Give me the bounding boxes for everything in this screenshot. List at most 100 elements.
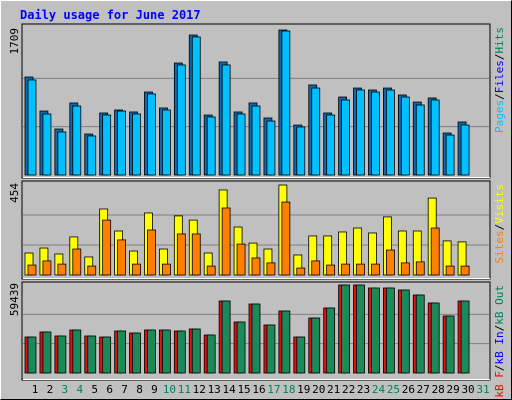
bar [57, 263, 67, 276]
x-tick-label: 9 [151, 383, 158, 396]
bar [296, 126, 306, 176]
bar [42, 260, 52, 276]
bar [460, 300, 470, 374]
bar [251, 105, 261, 176]
bar [161, 263, 171, 276]
x-tick-label: 15 [237, 383, 250, 396]
bar [296, 267, 306, 276]
x-tick-label: 5 [91, 383, 98, 396]
x-tick-label: 7 [121, 383, 128, 396]
x-tick-label: 13 [208, 383, 221, 396]
bar [385, 89, 395, 176]
legend-separator: / [493, 365, 506, 372]
bar [236, 321, 246, 374]
bar [311, 260, 321, 276]
bar [132, 113, 141, 176]
x-tick-label: 1 [32, 383, 39, 396]
bar [176, 330, 186, 374]
bar [206, 265, 216, 276]
bar [57, 131, 67, 176]
x-tick-label: 6 [106, 383, 113, 396]
legend-separator: / [493, 224, 506, 231]
legend-separator: / [493, 325, 506, 332]
bar [400, 262, 410, 276]
x-tick-label: 25 [387, 383, 400, 396]
bar [266, 262, 276, 276]
bar [147, 93, 156, 176]
bar [266, 120, 276, 176]
bar [87, 335, 97, 374]
x-tick-label: 22 [342, 383, 355, 396]
bar [147, 329, 156, 374]
bar [430, 302, 440, 374]
x-tick-label: 24 [372, 383, 386, 396]
legend: Pages/Files/Hits [493, 27, 506, 133]
bar [430, 227, 440, 276]
legend-entry: Sites [493, 230, 506, 263]
bar [371, 287, 380, 374]
bar [341, 263, 351, 276]
legend: Sites/Visits [493, 184, 506, 264]
bar [161, 329, 171, 374]
bar [326, 264, 336, 276]
bar [371, 91, 380, 176]
x-tick-label: 3 [62, 383, 69, 396]
bar [221, 64, 231, 176]
bar [460, 265, 470, 276]
x-tick-label: 10 [163, 383, 176, 396]
legend-entry: Visits [493, 184, 506, 224]
bar [341, 284, 351, 374]
y-tick-label: 1709 [8, 28, 21, 55]
bar [281, 201, 291, 276]
x-tick-label: 18 [282, 383, 295, 396]
x-tick-label: 12 [193, 383, 206, 396]
bar [415, 104, 425, 176]
bar [176, 64, 186, 176]
x-tick-label: 2 [47, 383, 54, 396]
bar [191, 328, 201, 374]
x-tick-label: 28 [432, 383, 445, 396]
bar [27, 79, 37, 176]
x-tick-label: 27 [417, 383, 430, 396]
bar [132, 263, 141, 276]
bar [326, 307, 336, 374]
bar [236, 243, 246, 276]
bar [385, 249, 395, 276]
x-tick-label: 8 [136, 383, 143, 396]
bar [42, 113, 52, 176]
legend-entry: kB In [493, 331, 506, 364]
bar [27, 336, 37, 374]
bar [281, 30, 291, 176]
x-tick-label: 30 [461, 383, 474, 396]
bar [415, 294, 425, 374]
bar [296, 336, 306, 374]
bar [445, 265, 455, 276]
x-tick-label: 17 [267, 383, 280, 396]
chart-title: Daily usage for June 2017 [20, 8, 201, 22]
x-tick-label: 29 [447, 383, 460, 396]
x-tick-label: 19 [297, 383, 310, 396]
legend-entry: Hits [493, 27, 506, 54]
bar [400, 96, 410, 176]
x-tick-label: 14 [223, 383, 237, 396]
bar [400, 289, 410, 374]
bar [311, 317, 321, 374]
bar [42, 331, 52, 374]
bar [27, 264, 37, 276]
bar [191, 36, 201, 176]
bar [371, 263, 380, 276]
bar [251, 303, 261, 374]
legend-separator: / [493, 93, 506, 100]
legend-entry: kB Out [493, 285, 506, 325]
bar [132, 332, 141, 374]
x-tick-label: 31 [476, 383, 489, 396]
bar [356, 284, 365, 374]
bar [385, 287, 395, 374]
bar [102, 336, 112, 374]
x-tick-label: 21 [327, 383, 340, 396]
bar [72, 105, 82, 176]
bar [460, 124, 470, 176]
x-tick-label: 26 [402, 383, 415, 396]
